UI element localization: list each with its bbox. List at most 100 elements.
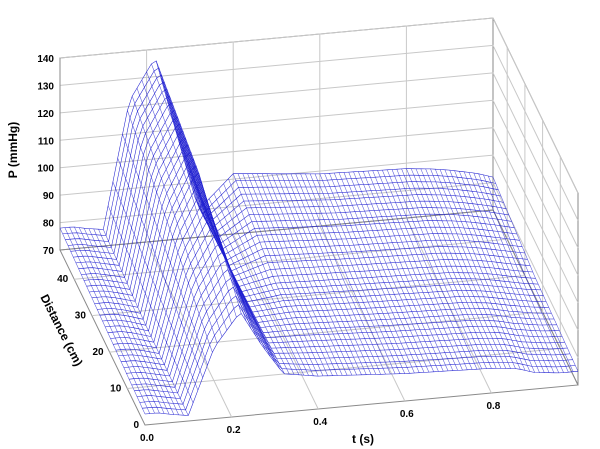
mesh-time-line: [415, 168, 502, 369]
mesh-time-line: [64, 227, 151, 414]
mesh-time-line: [391, 169, 478, 370]
mesh-time-line: [213, 193, 300, 375]
z-tick-label: 140: [37, 54, 54, 65]
z-gridline: [59, 44, 579, 221]
z-tick-label: 120: [37, 109, 54, 120]
mesh-time-line: [266, 173, 353, 376]
mesh-profile-line: [131, 269, 565, 388]
mesh-time-line: [468, 172, 555, 373]
x-tick-label: 0.0: [140, 433, 154, 444]
mesh-time-line: [165, 95, 252, 329]
z-gridline: [59, 154, 579, 331]
mesh-time-line: [478, 173, 564, 373]
mesh-time-line: [439, 169, 526, 371]
mesh-time-line: [155, 60, 242, 314]
mesh-time-line: [199, 208, 285, 375]
x-axis-title: t (s): [352, 432, 374, 446]
t-gridline: [146, 50, 233, 418]
mesh-time-line: [223, 183, 309, 376]
surface-mesh: [59, 60, 579, 416]
mesh-time-line: [78, 227, 165, 414]
mesh-time-line: [146, 71, 232, 324]
y-tick-label: 20: [92, 347, 104, 358]
mesh-time-line: [261, 173, 348, 376]
mesh-time-line: [194, 196, 280, 369]
mesh-time-line: [362, 171, 449, 372]
mesh-time-line: [208, 198, 295, 375]
mesh-time-line: [103, 229, 189, 416]
z-gridline: [59, 17, 579, 194]
mesh-time-line: [444, 169, 531, 372]
mesh-time-line: [319, 173, 406, 374]
mesh-time-line: [338, 172, 425, 373]
mesh-profile-line: [134, 277, 568, 394]
plot-box: [59, 17, 579, 426]
mesh-time-line: [98, 229, 184, 416]
mesh-time-line: [463, 171, 550, 373]
mesh-time-line: [252, 173, 338, 376]
mesh-time-line: [459, 171, 545, 373]
mesh-time-line: [386, 169, 473, 370]
axis-ticks: 70 80 90 100 110 120 130 140 0 10 20 30 40 0.0 0.2 0.4 0…: [37, 54, 500, 444]
mesh-time-line: [218, 188, 305, 376]
mesh-time-line: [406, 168, 492, 369]
y-tick-label: 40: [57, 274, 69, 285]
x-tick-label: 0.4: [313, 417, 327, 428]
z-tick-label: 110: [38, 136, 55, 147]
z-gridline: [59, 99, 579, 276]
mesh-time-line: [204, 203, 290, 375]
mesh-time-line: [228, 178, 314, 376]
mesh-time-line: [314, 173, 401, 374]
mesh-time-line: [454, 170, 540, 373]
mesh-time-line: [483, 174, 569, 373]
mesh-time-line: [295, 173, 381, 375]
mesh-time-line: [473, 172, 560, 374]
mesh-time-line: [281, 173, 367, 375]
mesh-time-line: [276, 173, 362, 375]
mesh-time-line: [449, 169, 535, 373]
mesh-time-line: [309, 173, 396, 375]
y-tick-label: 0: [133, 420, 139, 431]
z-tick-label: 100: [37, 164, 54, 175]
mesh-time-line: [382, 169, 468, 370]
mesh-time-line: [343, 172, 430, 373]
right-wall: [492, 17, 579, 386]
mesh-time-line: [290, 173, 377, 375]
mesh-time-line: [492, 176, 579, 372]
mesh-time-line: [410, 168, 497, 369]
y-tick-label: 30: [75, 311, 87, 322]
mesh-time-line: [242, 173, 329, 376]
z-gridline: [59, 72, 579, 249]
mesh-time-line: [300, 173, 386, 375]
z-gridline: [59, 127, 579, 303]
mesh-time-line: [487, 175, 574, 372]
mesh-time-line: [107, 205, 194, 404]
mesh-time-line: [93, 228, 179, 416]
mesh-time-line: [271, 173, 357, 376]
mesh-time-line: [358, 171, 444, 372]
mesh-time-line: [127, 110, 213, 353]
mesh-time-line: [59, 227, 146, 415]
mesh-time-line: [136, 88, 223, 337]
mesh-time-line: [141, 79, 228, 331]
mesh-time-line: [83, 228, 170, 415]
mesh-time-line: [396, 169, 483, 370]
mesh-time-line: [435, 169, 521, 370]
mesh-time-line: [160, 78, 247, 321]
mesh-time-line: [170, 112, 256, 336]
mesh-time-line: [305, 173, 391, 375]
mesh-time-line: [420, 168, 507, 369]
mesh-time-line: [74, 226, 160, 414]
mesh-time-line: [232, 173, 319, 377]
mesh-time-line: [348, 171, 434, 372]
mesh-time-line: [237, 173, 324, 377]
t-gridline: [405, 26, 492, 394]
mesh-time-line: [329, 173, 415, 374]
mesh-time-line: [324, 173, 410, 374]
mesh-time-line: [131, 96, 218, 344]
x-tick-label: 0.2: [227, 425, 241, 436]
mesh-time-line: [353, 171, 439, 372]
d-gridline: [109, 120, 544, 353]
z-axis-title: P (mmHg): [6, 122, 20, 178]
mesh-time-line: [69, 227, 155, 414]
